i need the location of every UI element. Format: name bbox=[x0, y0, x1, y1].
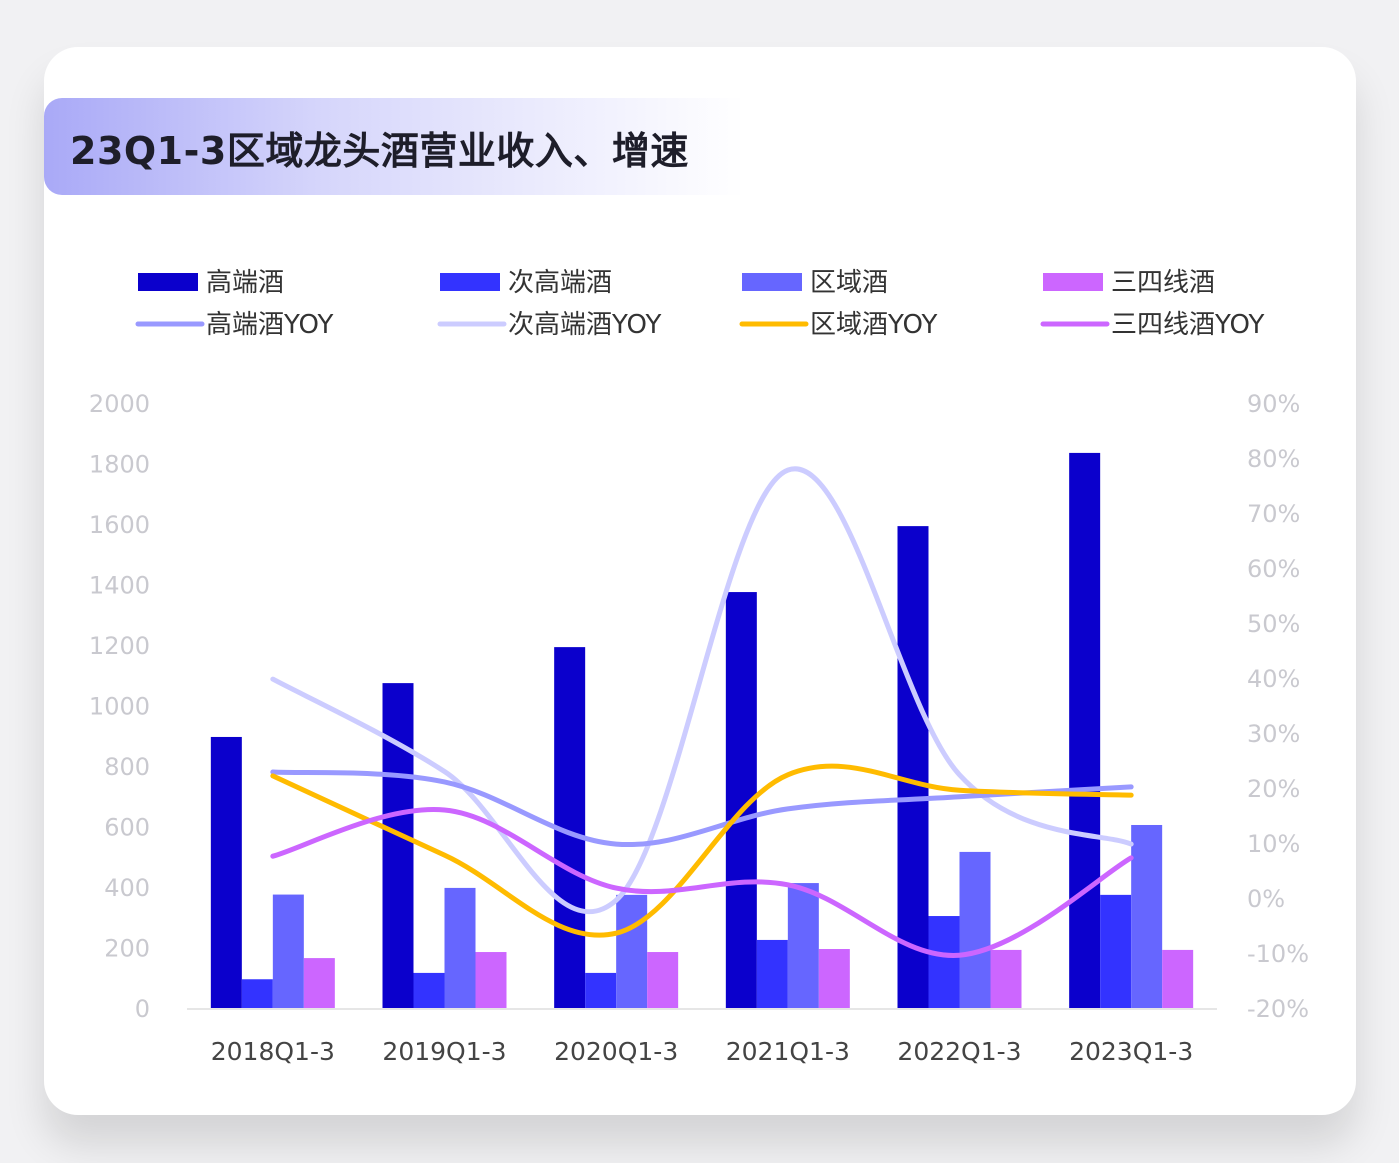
legend-label: 次高端酒YOY bbox=[508, 310, 662, 340]
y-right-tick-label: 10% bbox=[1247, 830, 1300, 858]
legend-swatch-三四线酒 bbox=[1043, 273, 1103, 291]
legend-label: 区域酒YOY bbox=[810, 310, 938, 340]
legend-label: 次高端酒 bbox=[508, 268, 612, 298]
y-right-tick-label: 60% bbox=[1247, 555, 1300, 583]
bar-三四线酒-2023Q1-3 bbox=[1162, 949, 1194, 1008]
bar-三四线酒-2019Q1-3 bbox=[475, 952, 507, 1008]
y-right-tick-label: 20% bbox=[1247, 775, 1300, 803]
x-tick-label: 2021Q1-3 bbox=[726, 1037, 850, 1066]
bar-区域酒-2022Q1-3 bbox=[959, 851, 991, 1008]
bar-次高端酒-2020Q1-3 bbox=[585, 972, 617, 1008]
y-left-tick-label: 600 bbox=[104, 814, 150, 842]
y-left-tick-label: 0 bbox=[135, 995, 150, 1023]
y-left-tick-label: 2000 bbox=[89, 390, 150, 418]
y-right-tick-label: 0% bbox=[1247, 885, 1285, 913]
bar-高端酒-2023Q1-3 bbox=[1069, 452, 1101, 1009]
legend-label: 三四线酒YOY bbox=[1111, 310, 1265, 340]
y-right-tick-label: 50% bbox=[1247, 610, 1300, 638]
y-right-tick-label: -20% bbox=[1247, 995, 1309, 1023]
legend-swatch-高端酒 bbox=[138, 273, 198, 291]
bar-区域酒-2018Q1-3 bbox=[272, 894, 304, 1008]
chart-title: 23Q1-3区域龙头酒营业收入、增速 bbox=[70, 129, 689, 173]
line-三四线酒YOY bbox=[270, 807, 1134, 958]
y-left-tick-label: 800 bbox=[104, 753, 150, 781]
legend-label: 高端酒 bbox=[206, 268, 284, 298]
bar-高端酒-2019Q1-3 bbox=[382, 683, 414, 1008]
y-left-tick-label: 200 bbox=[104, 935, 150, 963]
x-tick-label: 2019Q1-3 bbox=[382, 1037, 506, 1066]
bar-区域酒-2019Q1-3 bbox=[444, 887, 476, 1008]
bar-区域酒-2023Q1-3 bbox=[1131, 824, 1163, 1008]
y-left-tick-label: 1400 bbox=[89, 572, 150, 600]
y-left-tick-label: 1800 bbox=[89, 451, 150, 479]
y-right-tick-label: -10% bbox=[1247, 940, 1309, 968]
bar-三四线酒-2018Q1-3 bbox=[303, 958, 335, 1008]
line-区域酒YOY bbox=[270, 763, 1134, 938]
legend-swatch-次高端酒 bbox=[440, 273, 500, 291]
bar-区域酒-2020Q1-3 bbox=[616, 894, 648, 1008]
bar-三四线酒-2021Q1-3 bbox=[818, 949, 850, 1008]
legend-swatch-区域酒 bbox=[742, 273, 802, 291]
y-left-tick-label: 1000 bbox=[89, 693, 150, 721]
bar-三四线酒-2020Q1-3 bbox=[647, 952, 679, 1008]
bar-次高端酒-2021Q1-3 bbox=[756, 939, 788, 1008]
y-right-tick-label: 90% bbox=[1247, 390, 1300, 418]
bar-次高端酒-2018Q1-3 bbox=[241, 979, 273, 1008]
x-tick-label: 2022Q1-3 bbox=[897, 1037, 1021, 1066]
x-tick-label: 2018Q1-3 bbox=[211, 1037, 335, 1066]
bar-次高端酒-2019Q1-3 bbox=[413, 972, 445, 1008]
y-right-tick-label: 80% bbox=[1247, 445, 1300, 473]
y-left-tick-label: 1600 bbox=[89, 511, 150, 539]
bar-次高端酒-2022Q1-3 bbox=[928, 916, 960, 1008]
y-left-tick-label: 400 bbox=[104, 874, 150, 902]
title-banner bbox=[44, 98, 744, 195]
y-right-tick-label: 70% bbox=[1247, 500, 1300, 528]
bar-三四线酒-2022Q1-3 bbox=[990, 949, 1022, 1008]
bar-高端酒-2022Q1-3 bbox=[897, 526, 929, 1008]
legend-label: 区域酒 bbox=[810, 268, 888, 298]
bar-高端酒-2018Q1-3 bbox=[210, 736, 242, 1008]
y-left-tick-label: 1200 bbox=[89, 632, 150, 660]
legend-label: 高端酒YOY bbox=[206, 310, 334, 340]
legend-label: 三四线酒 bbox=[1111, 268, 1215, 298]
bar-次高端酒-2023Q1-3 bbox=[1100, 894, 1132, 1008]
y-right-tick-label: 40% bbox=[1247, 665, 1300, 693]
x-tick-label: 2020Q1-3 bbox=[554, 1037, 678, 1066]
line-高端酒YOY bbox=[270, 769, 1134, 848]
y-right-tick-label: 30% bbox=[1247, 720, 1300, 748]
bar-区域酒-2021Q1-3 bbox=[787, 883, 819, 1008]
x-tick-label: 2023Q1-3 bbox=[1069, 1037, 1193, 1066]
